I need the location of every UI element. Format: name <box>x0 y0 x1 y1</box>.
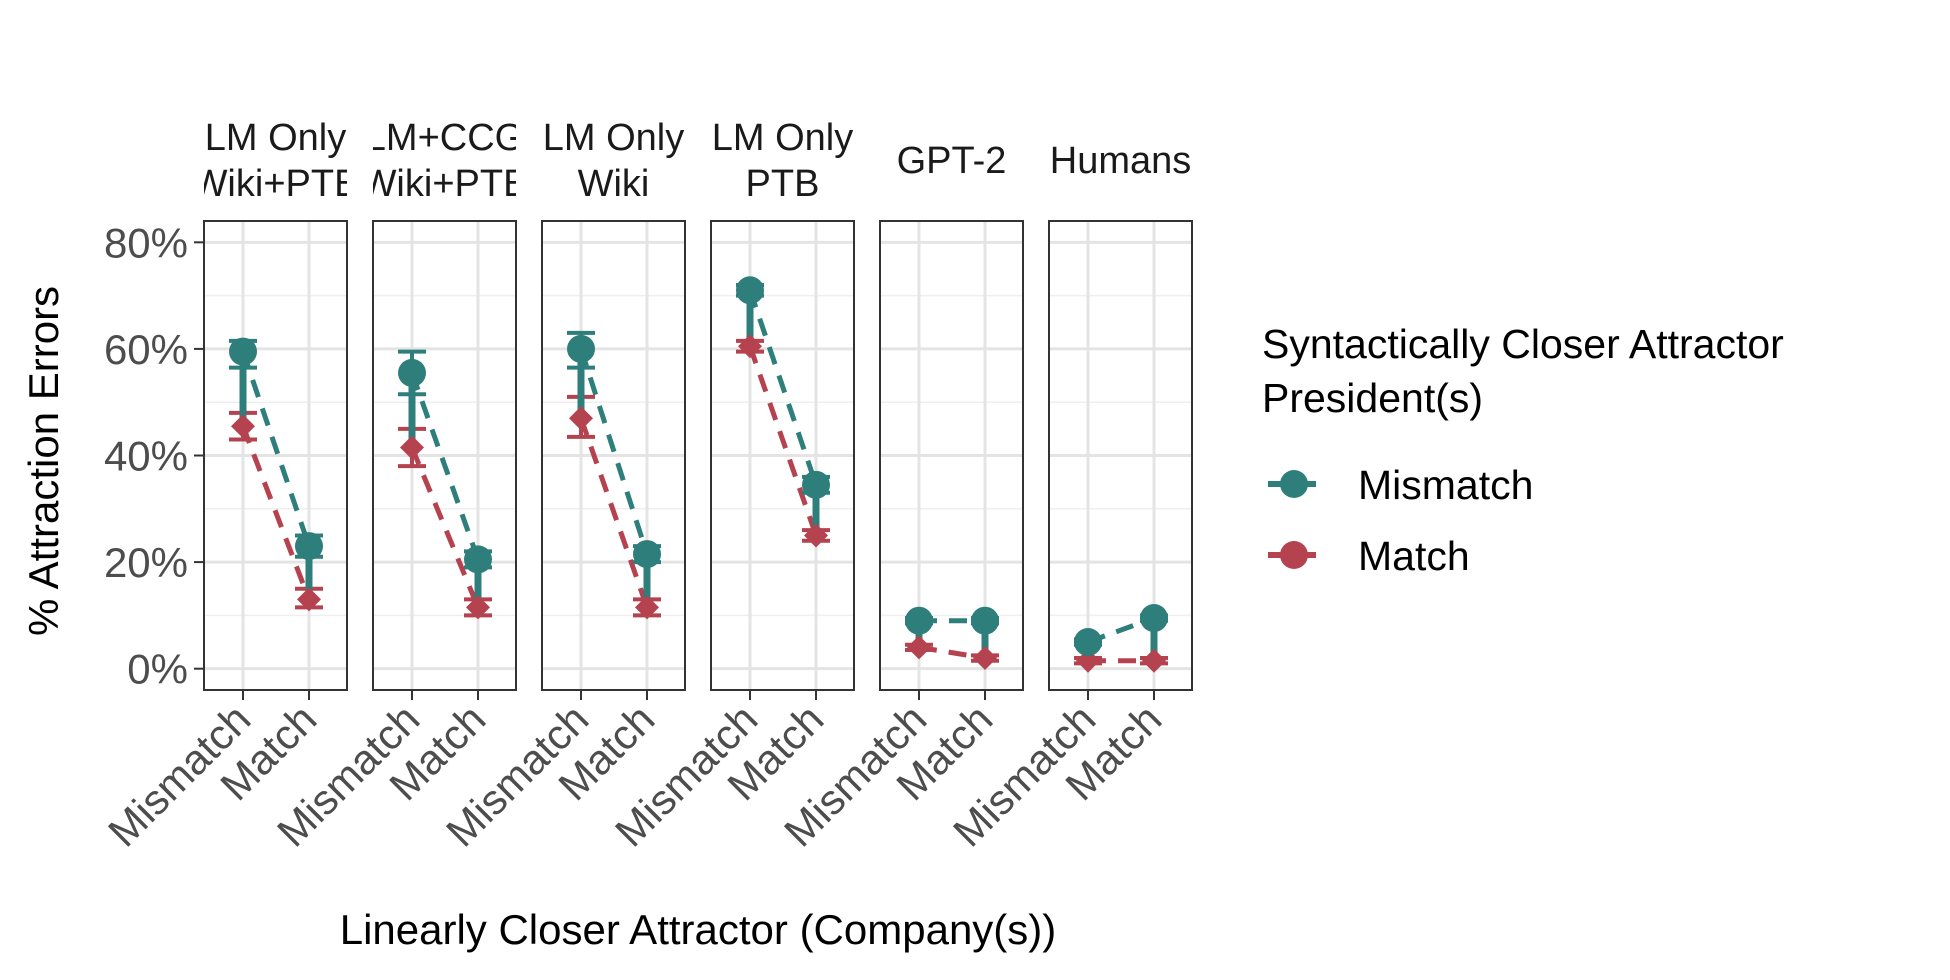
match-point <box>1076 648 1100 673</box>
panel-title-line1: LM Only <box>543 117 684 159</box>
match-point <box>400 435 424 460</box>
mismatch-point <box>464 545 492 574</box>
mismatch-point <box>229 337 257 366</box>
match-point <box>907 635 931 660</box>
match-series-line <box>747 345 819 537</box>
data-layer <box>229 276 1168 673</box>
legend-key-point-match <box>1280 541 1308 569</box>
mismatch-point <box>1140 604 1168 633</box>
match-point <box>297 587 321 612</box>
mismatch-series-line <box>409 372 481 561</box>
panel-strip: GPT-2 <box>897 140 1007 182</box>
panel-frame <box>541 220 686 691</box>
y-tick-label: 0% <box>127 646 188 693</box>
legend: Syntactically Closer Attractor President… <box>1262 321 1784 579</box>
legend-title-line1: Syntactically Closer Attractor <box>1262 321 1784 367</box>
match-point <box>738 334 762 359</box>
match-point <box>569 406 593 431</box>
panel-frame <box>372 220 517 691</box>
mismatch-series-line <box>747 289 819 486</box>
mismatch-point <box>295 532 323 561</box>
legend-label-mismatch: Mismatch <box>1358 462 1533 508</box>
match-point <box>973 646 997 671</box>
panel-title-line1: LM Only <box>205 117 346 159</box>
match-point <box>804 523 828 548</box>
panel-title-line1: LM Only <box>712 117 853 159</box>
mismatch-series-line <box>240 350 312 547</box>
mismatch-point <box>633 540 661 569</box>
panel-frame <box>879 220 1024 691</box>
frame-layer <box>203 220 1193 691</box>
mismatch-point <box>802 470 830 499</box>
mismatch-point <box>905 606 933 635</box>
match-series-line <box>240 425 312 601</box>
match-series-line <box>578 417 650 609</box>
panel-title-line2: Humans <box>1050 140 1192 182</box>
mismatch-series-line <box>578 348 650 555</box>
y-tick-label: 60% <box>104 326 188 373</box>
y-tick-label: 40% <box>104 433 188 480</box>
y-tick-label: 20% <box>104 539 188 586</box>
legend-title-line2: President(s) <box>1262 375 1483 421</box>
match-point <box>466 595 490 620</box>
mismatch-point <box>1074 628 1102 657</box>
y-axis-title: % Attraction Errors <box>20 286 67 636</box>
match-point <box>1142 648 1166 673</box>
y-tick-label: 80% <box>104 219 188 266</box>
panel-strip: Humans <box>1050 140 1192 182</box>
panel-title-line2: Wiki <box>578 163 650 205</box>
legend-keys <box>1268 470 1320 569</box>
axis-layer: MismatchMatchMismatchMatchMismatchMatchM… <box>99 219 1170 855</box>
panel-title-line2: PTB <box>746 163 820 205</box>
panel-frame <box>710 220 855 691</box>
grid-layer <box>204 221 1192 690</box>
mismatch-point <box>736 276 764 305</box>
match-point <box>635 595 659 620</box>
panel-title-line2: GPT-2 <box>897 140 1007 182</box>
legend-label-match: Match <box>1358 533 1470 579</box>
match-point <box>231 414 255 439</box>
panel-title-line1: LM+CCG <box>365 117 524 159</box>
x-axis-title: Linearly Closer Attractor (Company(s)) <box>340 906 1057 953</box>
mismatch-point <box>567 334 595 363</box>
panel-title-line2: Wiki+PTB <box>361 163 529 205</box>
panel-frame <box>1048 220 1193 691</box>
panel-title-line2: Wiki+PTB <box>192 163 360 205</box>
mismatch-point <box>398 358 426 387</box>
mismatch-point <box>971 606 999 635</box>
legend-key-point-mismatch <box>1280 470 1308 498</box>
